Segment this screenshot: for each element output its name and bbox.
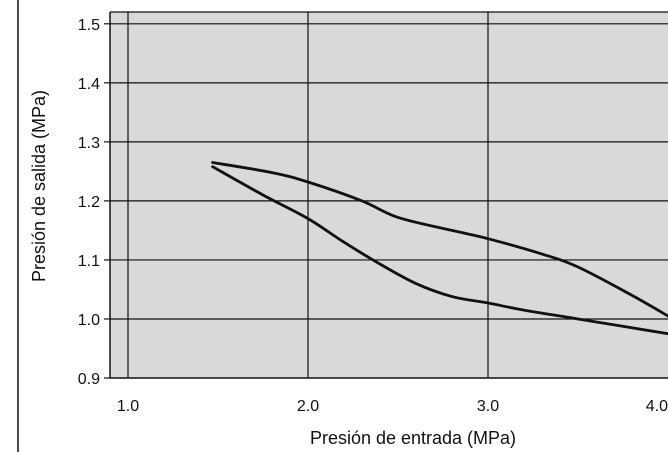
series-lines [211, 161, 668, 336]
x-tick-label: 2.0 [297, 398, 319, 415]
y-axis-title: Presión de salida (MPa) [29, 90, 49, 282]
x-axis-title: Presión de entrada (MPa) [310, 428, 516, 448]
y-tick-label: 1.3 [78, 135, 100, 152]
y-tick-label: 1.5 [78, 17, 100, 34]
axes [17, 0, 668, 452]
y-tick-label: 1.2 [78, 194, 100, 211]
y-tick-label: 0.9 [78, 371, 100, 388]
grid-lines [110, 12, 668, 378]
y-tick-label: 1.1 [78, 253, 100, 270]
y-tick-label: 1.0 [78, 312, 100, 329]
y-tick-label: 1.4 [78, 76, 100, 93]
series-line-2 [211, 165, 668, 336]
x-tick-label: 1.0 [117, 398, 139, 415]
x-tick-label: 3.0 [477, 398, 499, 415]
series-line-1 [211, 161, 668, 318]
x-tick-label: 4.0 [646, 398, 668, 415]
tick-labels: 0.9 1.0 1.1 1.2 1.3 1.4 1.5 1.0 2.0 3.0 4.0 [78, 17, 668, 415]
plot-area [110, 12, 668, 378]
